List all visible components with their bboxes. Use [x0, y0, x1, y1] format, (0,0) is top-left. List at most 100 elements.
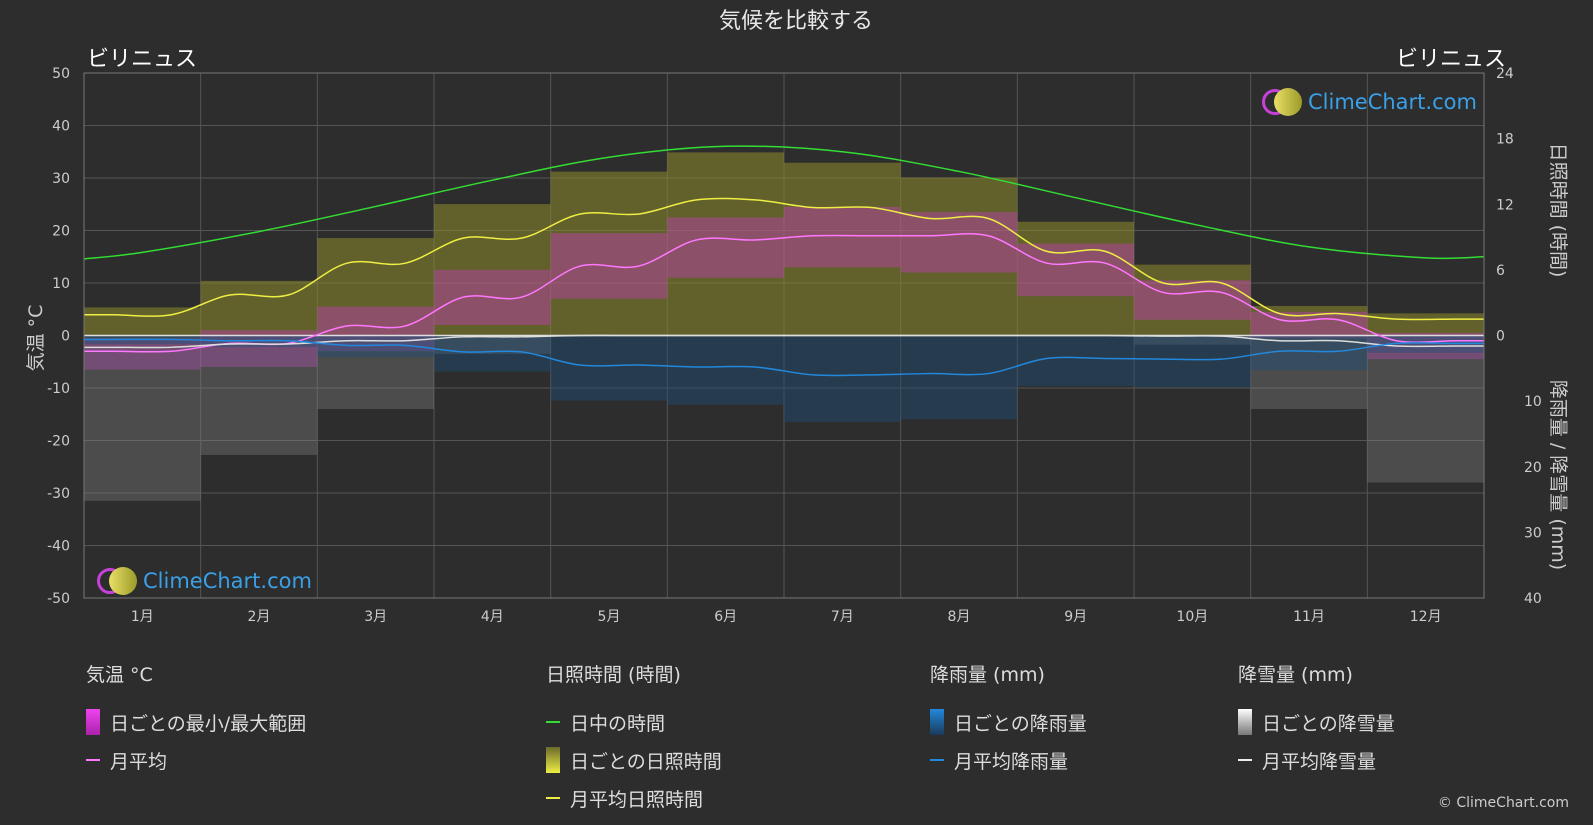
daylight-line-icon [546, 721, 560, 723]
legend-label: 月平均降雪量 [1262, 750, 1377, 773]
temp-range-bar [1017, 243, 1134, 297]
logo-bottom-left[interactable]: ClimeChart.com [97, 567, 312, 595]
legend-label: 日ごとの日照時間 [570, 750, 722, 773]
snow-mean-line [84, 334, 1484, 349]
x-month-tick-label: 8月 [948, 609, 971, 625]
x-month-tick-label: 10月 [1176, 609, 1208, 625]
snow-daily-bar [1367, 335, 1484, 483]
city-right-label: ビリニュス [1396, 47, 1506, 72]
plot-area: 50 40 30 20 10 0 -10 -20 -30 -40 -50 24 18 12 6 0 10 20 30… [47, 66, 1542, 625]
x-month-tick-label: 5月 [598, 609, 621, 625]
y-right-bottom-tick-label: 30 [1524, 525, 1542, 541]
legend-item: 月平均 [86, 741, 306, 779]
temp-range-bar [200, 330, 318, 367]
legend-heading: 気温 °C [86, 664, 153, 686]
y-right-top-tick-label: 12 [1496, 197, 1514, 213]
legend-label: 月平均日照時間 [570, 788, 704, 811]
legend-item: 月平均日照時間 [546, 779, 722, 817]
sunshine-daily-bar [1134, 264, 1251, 336]
sunshine-mean-line [84, 197, 1484, 321]
y-left-tick-label: 50 [52, 66, 70, 82]
y-right-bottom-tick-label: 10 [1524, 394, 1542, 410]
x-month-tick-label: 9月 [1064, 609, 1087, 625]
legend-heading: 降雪量 (mm) [1238, 664, 1353, 686]
legend-item: 月平均降雪量 [1238, 741, 1395, 779]
y-left-tick-label: -30 [47, 486, 70, 502]
legend-item: 日ごとの最小/最大範囲 [86, 703, 306, 741]
legend-label: 日ごとの降雪量 [1262, 712, 1395, 735]
snow-daily-bar [1134, 335, 1251, 345]
temp-mean-line [84, 233, 1484, 353]
temp-range-bar [900, 212, 1018, 273]
sunshine-daily-bar [1017, 221, 1134, 336]
sunshine-daily-bar [434, 204, 551, 336]
rain-daily-bar [900, 335, 1018, 420]
x-month-tick-label: 1月 [131, 609, 154, 625]
logo-top-right[interactable]: ClimeChart.com [1262, 88, 1477, 116]
legend-label: 日中の時間 [570, 712, 666, 735]
y-right-top-tick-label: 6 [1496, 263, 1505, 279]
sunshine-daily-bar [550, 171, 668, 336]
y-left-tick-label: -50 [47, 591, 70, 607]
legend-item: 月平均降雨量 [930, 741, 1087, 779]
y-right-bottom-tick-label: 40 [1524, 591, 1542, 607]
y-right-top-tick-label: 18 [1496, 132, 1514, 148]
copyright: © ClimeChart.com [1437, 795, 1569, 811]
temp-range-bar [667, 217, 784, 278]
legend-label: 日ごとの降雨量 [954, 712, 1087, 735]
legend-heading: 降雨量 (mm) [930, 664, 1045, 686]
logo-sun-icon [109, 567, 137, 595]
x-month-tick-label: 3月 [364, 609, 387, 625]
city-left-label: ビリニュス [87, 47, 197, 72]
legend-item: 日ごとの降雨量 [930, 703, 1087, 741]
x-month-tick-label: 12月 [1410, 609, 1442, 625]
sunshine-mean-line-icon [546, 797, 560, 799]
x-month-tick-label: 4月 [481, 609, 504, 625]
legend-temperature: 気温 °C 日ごとの最小/最大範囲 月平均 [86, 660, 306, 779]
temp-range-bar [84, 338, 201, 370]
rain-daily-bar [784, 335, 901, 423]
rain-mean-line-icon [930, 759, 944, 761]
y-right-top-tick-label: 24 [1496, 66, 1514, 82]
y-left-axis-title: 気温 °C [25, 305, 47, 372]
snow-daily-bar [1250, 335, 1368, 409]
y-left-tick-label: 10 [52, 276, 70, 292]
legend-heading: 日照時間 (時間) [546, 664, 681, 686]
snow-daily-bar [200, 335, 318, 455]
y-left-tick-label: -20 [47, 434, 70, 450]
x-month-tick-label: 6月 [714, 609, 737, 625]
sunshine-daily-bar [317, 238, 434, 336]
chart-title: 気候を比較する [719, 9, 873, 34]
logo-text: ClimeChart.com [143, 569, 312, 593]
legend-item: 日中の時間 [546, 703, 722, 741]
temp-mean-line-icon [86, 759, 100, 761]
legend-snow: 降雪量 (mm) 日ごとの降雪量 月平均降雪量 [1238, 660, 1395, 779]
snow-daily-bar [84, 335, 201, 501]
temp-range-swatch-icon [86, 709, 100, 735]
x-month-tick-label: 7月 [831, 609, 854, 625]
sunshine-swatch-icon [546, 747, 560, 773]
x-month-tick-label: 2月 [248, 609, 271, 625]
snow-swatch-icon [1238, 709, 1252, 735]
y-right-top-axis-title: 日照時間 (時間) [1547, 143, 1569, 278]
legend-sunshine: 日照時間 (時間) 日中の時間 日ごとの日照時間 月平均日照時間 [546, 660, 722, 817]
rain-swatch-icon [930, 709, 944, 735]
legend-label: 日ごとの最小/最大範囲 [110, 712, 307, 735]
y-left-tick-label: -10 [47, 381, 70, 397]
legend-label: 月平均降雨量 [954, 750, 1069, 773]
temp-range-bar [1134, 280, 1251, 320]
snow-daily-bar [434, 335, 551, 354]
snow-mean-line-icon [1238, 759, 1252, 761]
y-left-tick-label: 20 [52, 224, 70, 240]
sunshine-daily-bar [784, 162, 901, 336]
daylight-line [83, 145, 1485, 260]
y-left-tick-label: 30 [52, 171, 70, 187]
y-left-tick-label: 0 [61, 329, 70, 345]
legend-item: 日ごとの日照時間 [546, 741, 722, 779]
y-right-bottom-axis-title: 降雨量 / 降雪量 (mm) [1547, 380, 1569, 570]
temp-range-bar [784, 206, 901, 268]
legend-item: 日ごとの降雪量 [1238, 703, 1395, 741]
logo-text: ClimeChart.com [1308, 90, 1477, 114]
plot-border [83, 72, 1485, 599]
y-right-bottom-tick-label: 20 [1524, 460, 1542, 476]
